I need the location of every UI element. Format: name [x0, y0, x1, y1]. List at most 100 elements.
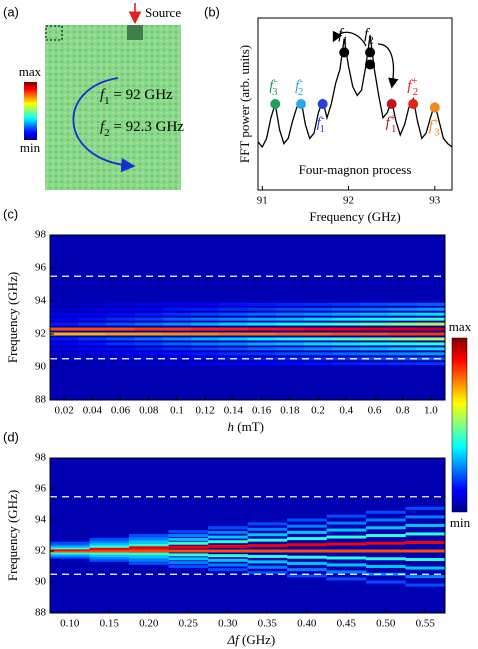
heatmap-cell [326, 556, 367, 560]
heatmap-cell [360, 342, 389, 346]
heatmap-cell [247, 322, 277, 326]
heatmap-cell [332, 317, 361, 321]
heatmap-cell [78, 322, 107, 326]
heatmap-cell [78, 332, 107, 336]
heatmap-cell [303, 347, 333, 351]
heatmap-cell [405, 583, 446, 587]
heatmap-cell [275, 307, 305, 311]
heatmap-cell [303, 307, 333, 311]
source-square [127, 25, 143, 40]
heatmap-cell [168, 553, 209, 557]
peak-label: f+ 1 [386, 112, 397, 135]
x-tick-label: 0.10 [60, 618, 80, 630]
heatmap-cell [134, 317, 164, 321]
x-tick-label: 0.45 [337, 618, 357, 630]
heatmap-cell [78, 362, 107, 366]
heatmap-cell [405, 566, 446, 570]
x-tick-label: 0.50 [376, 618, 396, 630]
heatmap-cell [168, 541, 209, 545]
colorbar-max: max [449, 319, 472, 334]
heatmap-cell [360, 337, 389, 341]
dashed-box [45, 25, 63, 41]
heatmap-cell [287, 543, 327, 547]
y-tick-label: 96 [35, 262, 47, 274]
heatmap-cell [388, 317, 418, 321]
colorbar-min: min [20, 140, 41, 155]
subscript: 2 [413, 86, 419, 98]
heatmap-cell [106, 342, 135, 346]
peak-marker [270, 99, 281, 109]
x-tick-label: 0.06 [111, 405, 131, 417]
peak-marker [339, 47, 350, 58]
heatmap-cell [134, 362, 164, 366]
heatmap-cell [50, 549, 90, 553]
heatmap-cell [219, 327, 248, 331]
heatmap-cell [168, 565, 209, 568]
peak-marker [386, 99, 397, 109]
heatmap-cell [275, 352, 305, 356]
x-tick-label: 0.15 [100, 618, 120, 630]
heatmap-cell [326, 535, 367, 539]
heatmap-cell [360, 332, 389, 336]
subscript: 1 [320, 123, 326, 135]
heatmap-cell [416, 327, 446, 331]
heatmap-cell [106, 312, 135, 316]
heatmap-cell [247, 544, 288, 548]
superscript: + [433, 115, 439, 127]
heatmap-cell [326, 570, 367, 574]
peak-marker [296, 99, 307, 109]
spectrum-line [257, 35, 453, 149]
peak-marker [365, 47, 376, 58]
heatmap-cell [416, 362, 446, 366]
y-axis-label: FFT power (arb. units) [237, 45, 252, 163]
heatmap-cell [332, 307, 361, 311]
heatmap-cell [89, 547, 130, 551]
y-tick-label: 98 [35, 229, 47, 241]
heatmap-cell [247, 302, 277, 306]
heatmap-cell [134, 352, 164, 356]
heatmap-cell [89, 549, 130, 553]
x-tick-label: 1.0 [424, 405, 438, 417]
heatmap-cell [405, 575, 446, 579]
heatmap-cell [303, 312, 333, 316]
heatmap-cell [303, 352, 333, 356]
heatmap-cell [388, 352, 418, 356]
source-label: Source [145, 5, 181, 20]
heatmap-cell [416, 342, 446, 346]
x-tick-label: 0.20 [139, 618, 159, 630]
heatmap-cell [405, 506, 446, 510]
heatmap-cell [303, 332, 333, 336]
heatmap-cell [129, 537, 169, 541]
y-tick-label: 94 [35, 295, 47, 307]
heatmap-cell [388, 337, 418, 341]
heatmap-cell [388, 312, 418, 316]
heatmap-cell [78, 307, 107, 311]
peak-marker [317, 99, 328, 109]
heatmap-cell [247, 549, 288, 553]
heatmap-cell [129, 546, 169, 550]
x-tick-label: 93 [429, 195, 441, 207]
panel-label: (b) [204, 4, 220, 19]
x-tick-label: 0.08 [139, 405, 159, 417]
heatmap-cell [405, 549, 446, 553]
heatmap-cell [106, 332, 135, 336]
heatmap-cell [89, 537, 130, 541]
heatmap-cell [50, 554, 90, 558]
heatmap-cell [50, 347, 79, 351]
heatmap-cell [287, 555, 327, 559]
plot-frame [257, 17, 453, 191]
x-tick-label: 0.18 [280, 405, 300, 417]
heatmap-cell [129, 549, 169, 553]
heatmap-cell [129, 558, 169, 562]
heatmap-cell [247, 533, 288, 537]
heatmap-cell [360, 362, 389, 366]
heatmap-cell [332, 332, 361, 336]
heatmap-cell [416, 322, 446, 326]
heatmap-cell [50, 543, 90, 547]
subscript: 2 [298, 86, 304, 98]
heatmap-cell [247, 342, 277, 346]
heatmap-cell [191, 362, 220, 366]
heatmap-cell [275, 302, 305, 306]
heatmap-cell [416, 317, 446, 321]
heatmap-cell [134, 312, 164, 316]
